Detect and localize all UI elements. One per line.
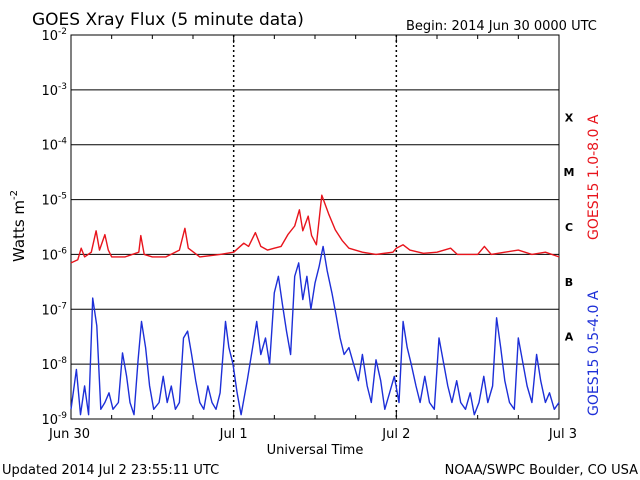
y-tick-base: 10 (41, 358, 58, 373)
flare-class-b: B (565, 276, 573, 289)
flare-class-x: X (565, 111, 574, 124)
y-tick-exponent: -7 (58, 301, 67, 311)
series-label-short: GOES15 0.5-4.0 A (586, 290, 602, 416)
series-line-long (70, 194, 560, 264)
y-tick-label: 10-7 (41, 301, 67, 318)
y-tick-exponent: -4 (58, 137, 67, 147)
y-tick-base: 10 (41, 413, 58, 428)
source-credit: NOAA/SWPC Boulder, CO USA (445, 463, 638, 478)
series-line-short (70, 245, 560, 416)
y-tick-label: 10-3 (41, 82, 67, 99)
y-tick-base: 10 (41, 248, 58, 263)
y-tick-exponent: -3 (58, 82, 67, 92)
y-tick-exponent: -5 (58, 192, 67, 202)
y-tick-label: 10-4 (41, 137, 67, 154)
svg-text:Watts m-2: Watts m-2 (9, 190, 28, 262)
y-tick-exponent: -8 (58, 356, 67, 366)
y-tick-label: 10-2 (41, 27, 67, 44)
y-tick-base: 10 (41, 29, 58, 44)
updated-timestamp: Updated 2014 Jul 2 23:55:11 UTC (2, 463, 219, 478)
x-tick-label: Jul 2 (381, 427, 410, 442)
flare-class-c: C (565, 221, 573, 234)
y-tick-label: 10-9 (41, 411, 67, 428)
y-tick-exponent: -6 (58, 246, 67, 256)
y-tick-exponent: -9 (58, 411, 67, 421)
y-tick-label: 10-5 (41, 192, 67, 209)
grid-lines (70, 35, 560, 419)
flare-class-labels: A B C M X (564, 111, 575, 343)
x-tick-label: Jul 1 (219, 427, 248, 442)
y-tick-base: 10 (41, 194, 58, 209)
y-tick-label: 10-8 (41, 356, 67, 373)
y-axis-label-text: Watts m (10, 200, 28, 262)
y-tick-label: 10-6 (41, 246, 67, 263)
y-tick-base: 10 (41, 303, 58, 318)
y-tick-exponent: -2 (58, 27, 67, 37)
flare-class-a: A (565, 331, 574, 344)
begin-label: Begin: 2014 Jun 30 0000 UTC (406, 19, 597, 34)
y-axis-label: Watts m-2 (9, 190, 28, 262)
y-axis-label-exp: -2 (9, 190, 20, 200)
y-tick-base: 10 (41, 139, 58, 154)
x-tick-labels: Jun 30 Jul 1 Jul 2 Jul 3 (48, 427, 577, 442)
y-tick-labels: 10-910-810-710-610-510-410-310-2 (41, 27, 67, 428)
chart-title: GOES Xray Flux (5 minute data) (32, 10, 304, 30)
series-label-long: GOES15 1.0-8.0 A (586, 114, 602, 240)
flare-class-m: M (564, 166, 575, 179)
x-tick-label: Jul 3 (548, 427, 577, 442)
plot-frame (70, 34, 560, 420)
series-layer (70, 194, 560, 416)
x-axis-label: Universal Time (267, 443, 364, 458)
x-tick-label: Jun 30 (48, 427, 90, 442)
y-tick-base: 10 (41, 84, 58, 99)
